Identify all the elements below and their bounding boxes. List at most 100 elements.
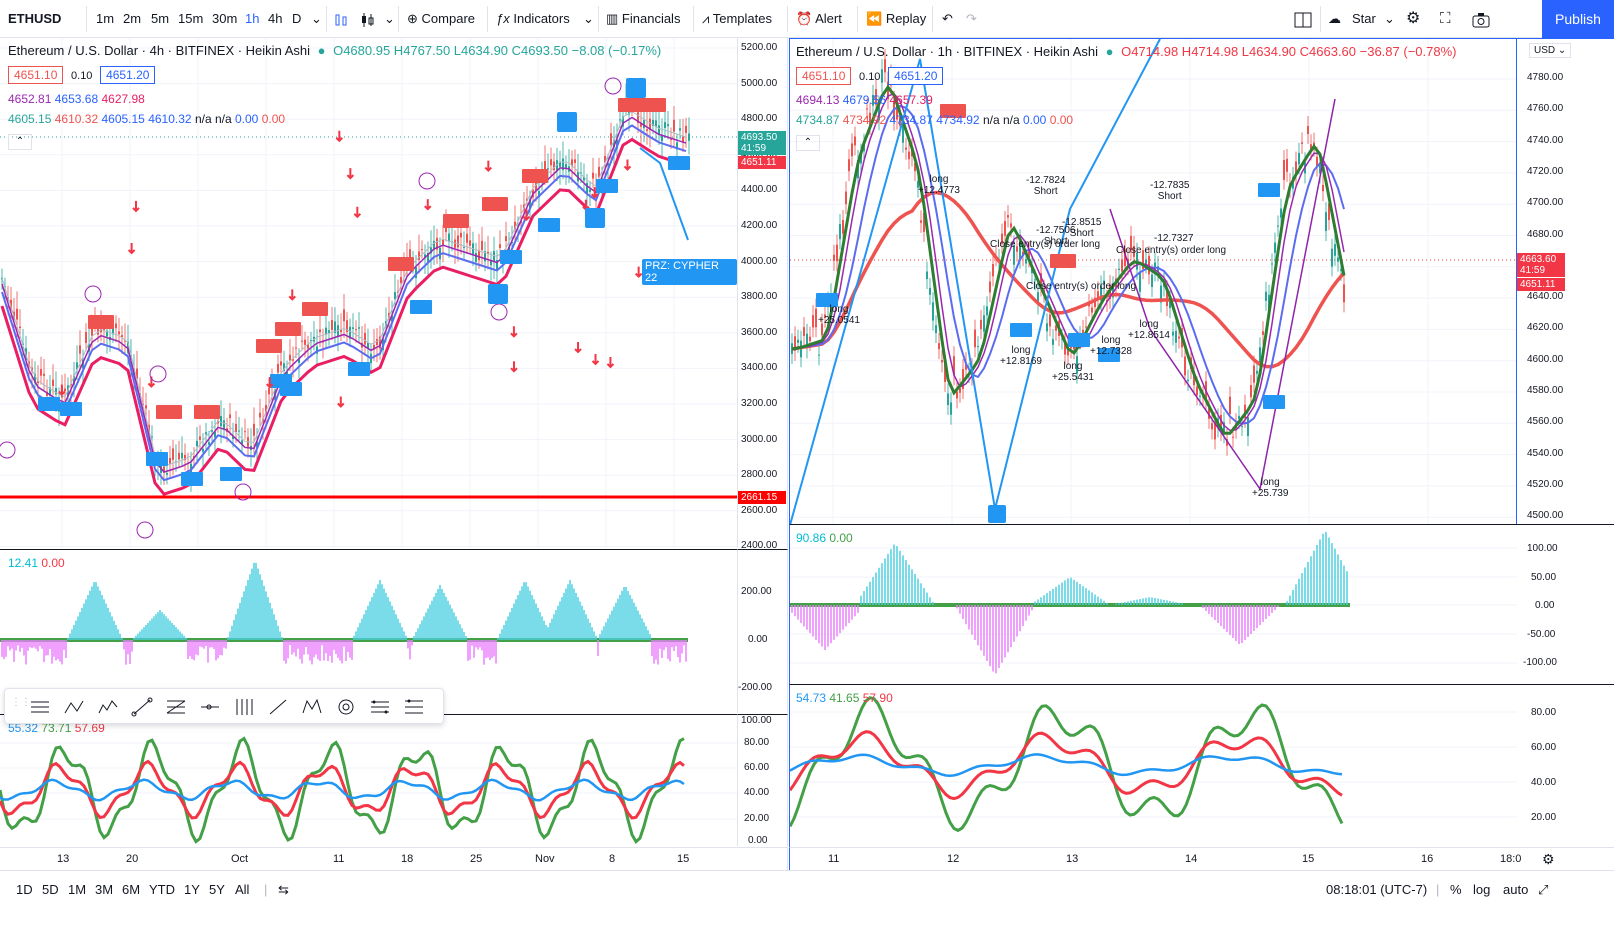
- abcd-pattern-icon[interactable]: [63, 697, 85, 717]
- price-axis-label: 2600.00: [741, 504, 778, 516]
- settings-gear-icon[interactable]: ⚙: [1406, 10, 1421, 27]
- layout-dropdown-icon[interactable]: ⌄: [1384, 11, 1395, 26]
- timeframe-dropdown-icon[interactable]: ⌄: [311, 11, 322, 26]
- buy-price-button[interactable]: 4651.20: [888, 67, 944, 85]
- chart-type-dropdown-icon[interactable]: ⌄: [384, 11, 395, 26]
- range-ytd[interactable]: YTD: [149, 882, 175, 897]
- camera-icon[interactable]: [1472, 0, 1490, 38]
- signal-label: [280, 382, 302, 396]
- right-price-pane[interactable]: Ethereum / U.S. Dollar · 1h · BITFINEX ·…: [789, 38, 1517, 524]
- publish-button[interactable]: Publish: [1542, 0, 1614, 38]
- timeframe-4h[interactable]: 4h: [268, 11, 283, 26]
- collapse-legend-icon[interactable]: ⌃: [796, 135, 820, 151]
- timeframe-d[interactable]: D: [292, 11, 302, 26]
- left-oscillator-pane[interactable]: 12.41 0.00: [0, 549, 738, 713]
- timeframe-1h[interactable]: 1h: [245, 11, 260, 26]
- right-time-axis[interactable]: 11 12 13 14 15 16 18:0 ⚙: [789, 847, 1614, 870]
- timeframe-15m[interactable]: 15m: [178, 11, 204, 26]
- right-rsi-pane[interactable]: 54.73 41.65 57.90: [789, 684, 1517, 847]
- drag-handle-icon[interactable]: ⋮⋮: [11, 697, 31, 708]
- line-tool-icon[interactable]: [267, 697, 289, 717]
- candle-body: [331, 320, 333, 330]
- redo-icon[interactable]: ↷: [966, 11, 977, 26]
- goto-date-icon[interactable]: ⇆: [278, 882, 289, 897]
- xabcd-pattern-icon[interactable]: [301, 697, 323, 717]
- right-price-chart[interactable]: [790, 39, 1517, 524]
- compare-button[interactable]: ⊕ Compare: [407, 0, 475, 38]
- undo-icon[interactable]: ↶: [942, 11, 953, 26]
- fit-screen-icon[interactable]: ⤢: [1538, 882, 1549, 897]
- spiral-icon[interactable]: [335, 697, 357, 717]
- range-5y[interactable]: 5Y: [209, 882, 225, 897]
- right-bid-tag: 4651.11: [1517, 278, 1565, 291]
- alert-button[interactable]: ⏰ Alert: [796, 0, 842, 38]
- cloud-icon[interactable]: ☁: [1328, 11, 1341, 26]
- candle-body: [454, 239, 456, 248]
- fib-time-zone-icon[interactable]: [403, 697, 425, 717]
- trade-annotation-value: +12.8514: [1128, 330, 1170, 341]
- axis-label: 80.00: [744, 737, 770, 748]
- left-osc2-axis[interactable]: 100.00 80.00 60.00 40.00 20.00 0.00: [738, 714, 788, 846]
- timeframe-2m[interactable]: 2m: [123, 11, 142, 26]
- fullscreen-icon[interactable]: ⛶: [1440, 10, 1451, 27]
- range-3m[interactable]: 3M: [95, 882, 114, 897]
- time-label: 15: [677, 853, 690, 865]
- range-1y[interactable]: 1Y: [184, 882, 200, 897]
- replay-button[interactable]: ⏪ Replay: [866, 0, 926, 38]
- symbol-search[interactable]: ETHUSD: [8, 11, 62, 26]
- currency-select[interactable]: USD ⌄: [1529, 43, 1572, 58]
- osc-value: 90.86: [796, 531, 827, 545]
- chart-settings-gear-icon[interactable]: ⚙: [1542, 851, 1555, 867]
- left-price-axis[interactable]: 5200.005000.004800.004600.004400.004200.…: [738, 38, 788, 548]
- log-toggle[interactable]: log: [1473, 882, 1491, 897]
- bar-style-icon[interactable]: [333, 0, 349, 38]
- indicators-dropdown-icon[interactable]: ⌄: [583, 11, 594, 26]
- candle-body: [1220, 414, 1222, 431]
- timeframe-1m[interactable]: 1m: [96, 11, 115, 26]
- right-oscillator-pane[interactable]: 90.86 0.00: [789, 524, 1517, 684]
- trend-line-icon[interactable]: [131, 697, 153, 717]
- candle-style-icon[interactable]: [360, 0, 376, 38]
- indicators-button[interactable]: ƒx Indicators: [496, 0, 570, 38]
- left-price-pane[interactable]: Ethereum / U.S. Dollar · 4h · BITFINEX ·…: [0, 38, 738, 548]
- layout-select-icon[interactable]: [1294, 0, 1312, 38]
- range-5d[interactable]: 5D: [42, 882, 59, 897]
- left-time-axis[interactable]: 13 20 Oct 11 18 25 Nov 8 15: [0, 847, 788, 870]
- candle-body: [1124, 249, 1126, 267]
- elliott-wave-icon[interactable]: [97, 697, 119, 717]
- horizontal-lines-icon[interactable]: [29, 697, 51, 717]
- collapse-legend-icon[interactable]: ⌃: [8, 134, 32, 150]
- timeframe-5m[interactable]: 5m: [151, 11, 170, 26]
- templates-button[interactable]: ⩘ Templates: [702, 0, 772, 38]
- right-osc2-axis[interactable]: 80.00 60.00 40.00 20.00: [1517, 684, 1614, 847]
- clock-time[interactable]: 08:18:01 (UTC-7): [1326, 882, 1428, 897]
- wave-label-circle: [136, 521, 154, 539]
- percent-toggle[interactable]: %: [1450, 882, 1462, 897]
- range-all[interactable]: All: [235, 882, 250, 897]
- sell-arrow: [510, 361, 518, 373]
- toolbar-divider: [693, 6, 694, 32]
- left-price-chart[interactable]: [0, 38, 738, 548]
- gann-fan-icon[interactable]: [233, 697, 255, 717]
- range-6m[interactable]: 6M: [122, 882, 141, 897]
- candle-body: [124, 340, 126, 342]
- right-osc1-axis[interactable]: 100.00 50.00 0.00 -50.00 -100.00: [1517, 524, 1614, 684]
- left-rsi-pane[interactable]: 55.32 73.71 57.69: [0, 714, 738, 846]
- left-osc1-axis[interactable]: 200.00 0.00 -200.00: [738, 549, 788, 713]
- range-1d[interactable]: 1D: [16, 882, 33, 897]
- fib-channel-icon[interactable]: [369, 697, 391, 717]
- candle-body: [1118, 268, 1120, 271]
- fib-retracement-icon[interactable]: [165, 697, 187, 717]
- sell-price-button[interactable]: 4651.10: [8, 66, 64, 84]
- buy-price-button[interactable]: 4651.20: [100, 66, 156, 84]
- right-price-axis[interactable]: USD ⌄ 4780.00 4760.00 4740.00 4720.00 4700.0…: [1517, 38, 1614, 524]
- range-1m[interactable]: 1M: [68, 882, 87, 897]
- financials-button[interactable]: ▥ Financials: [606, 0, 680, 38]
- horizontal-ray-icon[interactable]: [199, 697, 221, 717]
- timeframe-30m[interactable]: 30m: [212, 11, 238, 26]
- sell-price-button[interactable]: 4651.10: [796, 67, 852, 85]
- right-osc2-legend: 54.73 41.65 57.90: [796, 691, 893, 705]
- auto-toggle[interactable]: auto: [1503, 882, 1529, 897]
- layout-name[interactable]: Star: [1352, 11, 1376, 26]
- candle-body: [328, 330, 330, 334]
